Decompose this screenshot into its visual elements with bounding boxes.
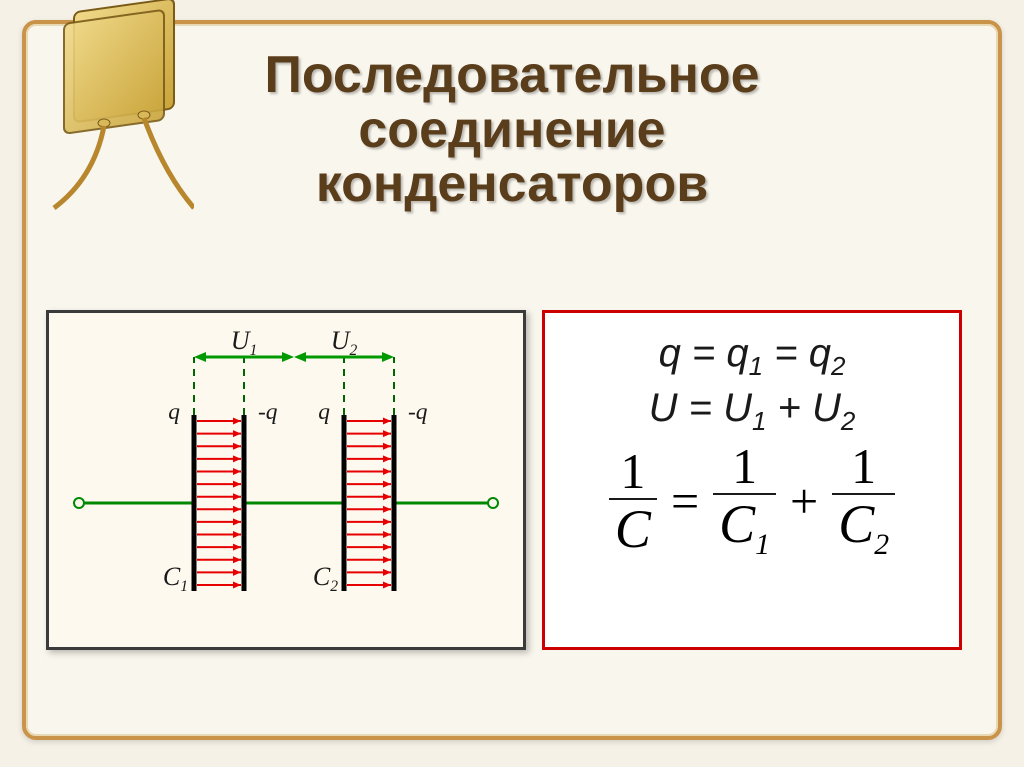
diagram-svg: U1 U2 q -q q -q C1 C2 xyxy=(49,313,523,647)
svg-text:U2: U2 xyxy=(331,326,358,359)
title-line2: соединение xyxy=(82,103,942,158)
equation-charge: q = q1 = q2 xyxy=(555,331,949,382)
title-line3: конденсаторов xyxy=(82,157,942,212)
svg-text:q: q xyxy=(168,399,180,425)
circuit-diagram: U1 U2 q -q q -q C1 C2 xyxy=(46,310,526,650)
svg-text:-q: -q xyxy=(258,399,278,425)
capacitor-decor-image xyxy=(0,0,194,228)
svg-text:q: q xyxy=(318,399,330,425)
svg-text:-q: -q xyxy=(408,399,428,425)
svg-text:C2: C2 xyxy=(313,562,338,595)
svg-text:U1: U1 xyxy=(231,326,258,359)
formula-box: q = q1 = q2 U = U1 + U2 1C=1C1+1C2 xyxy=(542,310,962,650)
title-line1: Последовательное xyxy=(82,48,942,103)
equation-capacitance: 1C=1C1+1C2 xyxy=(555,441,949,561)
equation-voltage: U = U1 + U2 xyxy=(555,386,949,437)
content-row: U1 U2 q -q q -q C1 C2 q = q1 = q2 U = U1 + U2 1… xyxy=(46,310,966,682)
slide-title: Последовательное соединение конденсаторо… xyxy=(82,48,942,212)
svg-text:C1: C1 xyxy=(163,562,188,595)
